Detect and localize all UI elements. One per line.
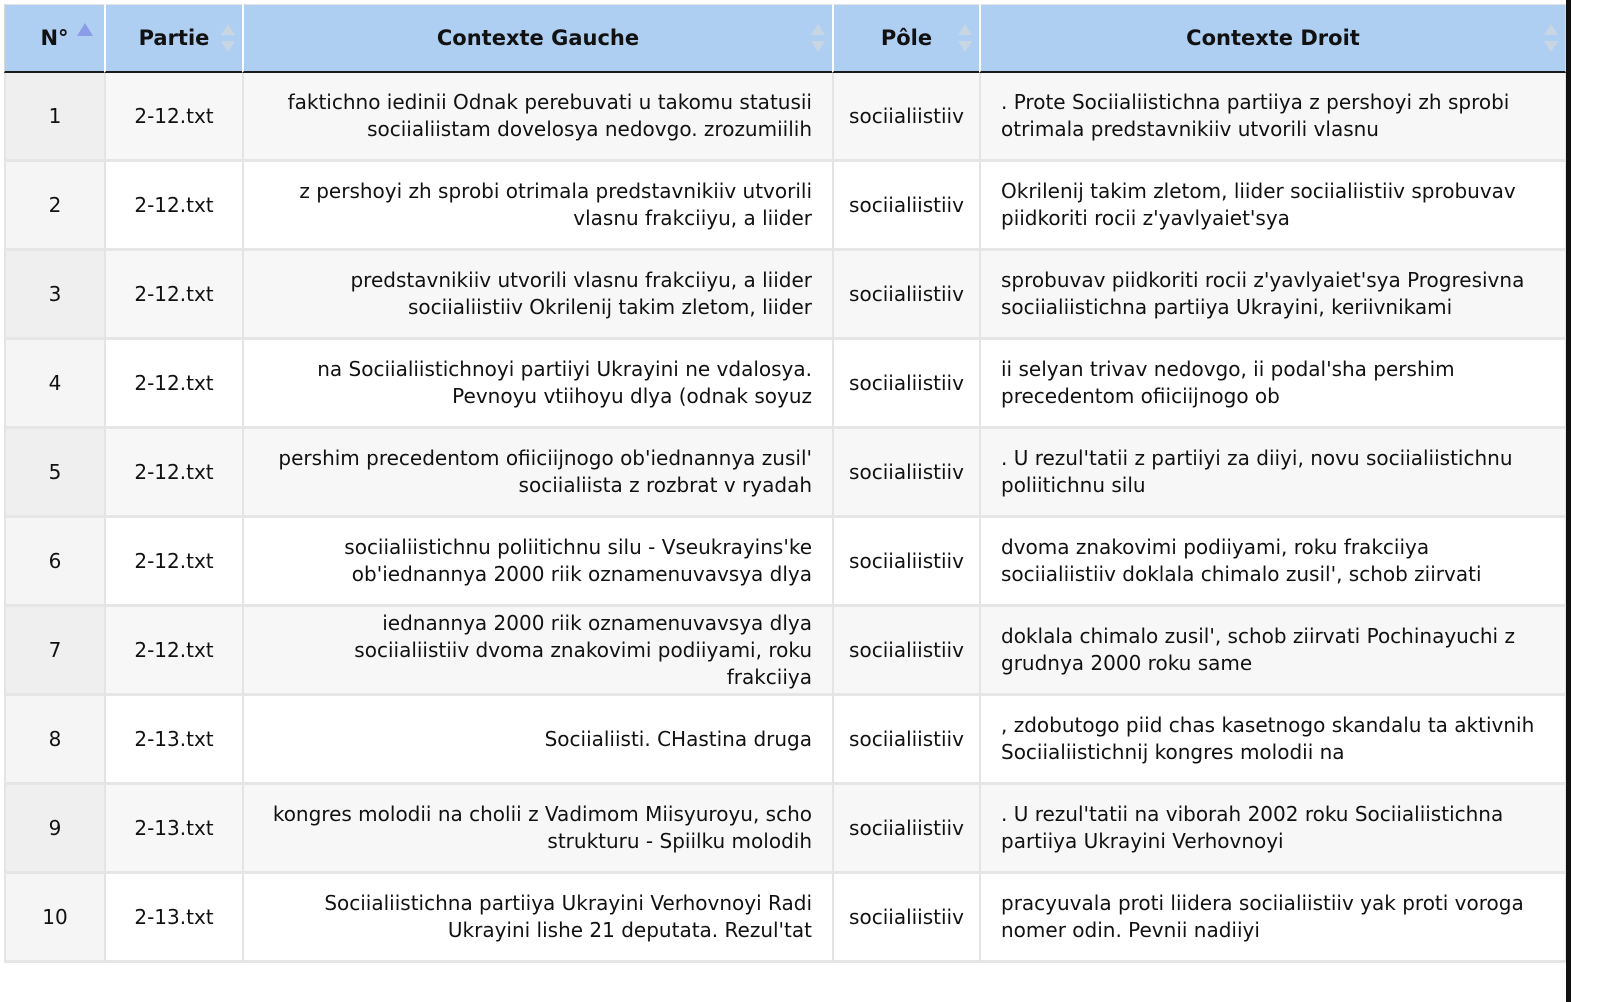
left-context-cell: faktichno iedinii Odnak perebuvati u tak…	[242, 73, 832, 162]
right-context-cell: doklala chimalo zusil', schob ziirvati P…	[979, 607, 1566, 696]
partie-cell: 2-12.txt	[104, 518, 242, 607]
pole-cell: sociialiistiiv	[832, 785, 979, 874]
partie-cell: 2-12.txt	[104, 73, 242, 162]
partie-cell: 2-12.txt	[104, 251, 242, 340]
partie-cell: 2-13.txt	[104, 874, 242, 963]
partie-cell: 2-12.txt	[104, 607, 242, 696]
table-row[interactable]: 8 2-13.txt Sociialiisti. CHastina druga soc…	[4, 696, 1566, 785]
pole-cell: sociialiistiiv	[832, 251, 979, 340]
table-header-row: N° Partie Contexte Gauche Pôle Contexte …	[4, 4, 1566, 73]
row-number-cell: 2	[4, 162, 104, 251]
left-context-cell: iednannya 2000 riik oznamenuvavsya dlya …	[242, 607, 832, 696]
left-context-cell: z pershoyi zh sprobi otrimala predstavni…	[242, 162, 832, 251]
left-context-cell: Sociialiisti. CHastina druga	[242, 696, 832, 785]
pole-cell: sociialiistiiv	[832, 696, 979, 785]
right-context-cell: ii selyan trivav nedovgo, ii podal'sha p…	[979, 340, 1566, 429]
sort-ascending-icon	[77, 23, 93, 36]
right-context-cell: . U rezul'tatii na viborah 2002 roku Soc…	[979, 785, 1566, 874]
column-header-num-label: N°	[40, 26, 69, 50]
row-number-cell: 4	[4, 340, 104, 429]
left-context-cell: kongres molodii na cholii z Vadimom Miis…	[242, 785, 832, 874]
partie-cell: 2-13.txt	[104, 696, 242, 785]
pole-cell: sociialiistiiv	[832, 73, 979, 162]
vertical-scrollbar[interactable]	[1566, 0, 1571, 1002]
row-number-cell: 5	[4, 429, 104, 518]
sort-both-icon	[957, 24, 973, 52]
right-context-cell: . Prote Sociialiistichna partiiya z pers…	[979, 73, 1566, 162]
row-number-cell: 8	[4, 696, 104, 785]
table-row[interactable]: 1 2-12.txt faktichno iedinii Odnak perebuv…	[4, 73, 1566, 162]
left-context-cell: predstavnikiiv utvorili vlasnu frakciiyu…	[242, 251, 832, 340]
row-number-cell: 3	[4, 251, 104, 340]
table-row[interactable]: 6 2-12.txt sociialiistichnu poliitichnu si…	[4, 518, 1566, 607]
pole-cell: sociialiistiiv	[832, 429, 979, 518]
pole-cell: sociialiistiiv	[832, 340, 979, 429]
column-header-pole[interactable]: Pôle	[832, 4, 979, 73]
column-header-partie-label: Partie	[138, 26, 210, 50]
column-header-partie[interactable]: Partie	[104, 4, 242, 73]
column-header-right-context[interactable]: Contexte Droit	[979, 4, 1566, 73]
row-number-cell: 7	[4, 607, 104, 696]
sort-both-icon	[810, 24, 826, 52]
table-row[interactable]: 2 2-12.txt z pershoyi zh sprobi otrimala p…	[4, 162, 1566, 251]
pole-cell: sociialiistiiv	[832, 607, 979, 696]
left-context-cell: pershim precedentom ofiiciijnogo ob'iedn…	[242, 429, 832, 518]
column-header-pole-label: Pôle	[880, 26, 933, 50]
table-row[interactable]: 3 2-12.txt predstavnikiiv utvorili vlasnu …	[4, 251, 1566, 340]
row-number-cell: 6	[4, 518, 104, 607]
pole-cell: sociialiistiiv	[832, 874, 979, 963]
pole-cell: sociialiistiiv	[832, 162, 979, 251]
right-context-cell: pracyuvala proti liidera sociialiistiiv …	[979, 874, 1566, 963]
table-row[interactable]: 5 2-12.txt pershim precedentom ofiiciijnog…	[4, 429, 1566, 518]
column-header-left-context[interactable]: Contexte Gauche	[242, 4, 832, 73]
right-context-cell: sprobuvav piidkoriti rocii z'yavlyaiet's…	[979, 251, 1566, 340]
partie-cell: 2-13.txt	[104, 785, 242, 874]
right-context-cell: . U rezul'tatii z partiiyi za diiyi, nov…	[979, 429, 1566, 518]
row-number-cell: 9	[4, 785, 104, 874]
partie-cell: 2-12.txt	[104, 162, 242, 251]
table-row[interactable]: 4 2-12.txt na Sociialiistichnoyi partiiyi …	[4, 340, 1566, 429]
pole-cell: sociialiistiiv	[832, 518, 979, 607]
row-number-cell: 10	[4, 874, 104, 963]
concordance-table: N° Partie Contexte Gauche Pôle Contexte …	[4, 4, 1566, 963]
concordance-table-container: N° Partie Contexte Gauche Pôle Contexte …	[4, 4, 1566, 963]
table-row[interactable]: 7 2-12.txt iednannya 2000 riik oznamenuvav…	[4, 607, 1566, 696]
right-context-cell: , zdobutogo piid chas kasetnogo skandalu…	[979, 696, 1566, 785]
column-header-num[interactable]: N°	[4, 4, 104, 73]
sort-both-icon	[220, 24, 236, 52]
row-number-cell: 1	[4, 73, 104, 162]
right-context-cell: Okrilenij takim zletom, liider sociialii…	[979, 162, 1566, 251]
partie-cell: 2-12.txt	[104, 340, 242, 429]
column-header-left-context-label: Contexte Gauche	[436, 26, 640, 50]
table-row[interactable]: 10 2-13.txt Sociialiistichna partiiya Ukra…	[4, 874, 1566, 963]
right-context-cell: dvoma znakovimi podiiyami, roku frakciiy…	[979, 518, 1566, 607]
sort-both-icon	[1543, 24, 1559, 52]
table-row[interactable]: 9 2-13.txt kongres molodii na cholii z Vad…	[4, 785, 1566, 874]
left-context-cell: Sociialiistichna partiiya Ukrayini Verho…	[242, 874, 832, 963]
left-context-cell: na Sociialiistichnoyi partiiyi Ukrayini …	[242, 340, 832, 429]
partie-cell: 2-12.txt	[104, 429, 242, 518]
left-context-cell: sociialiistichnu poliitichnu silu - Vseu…	[242, 518, 832, 607]
column-header-right-context-label: Contexte Droit	[1186, 26, 1360, 50]
